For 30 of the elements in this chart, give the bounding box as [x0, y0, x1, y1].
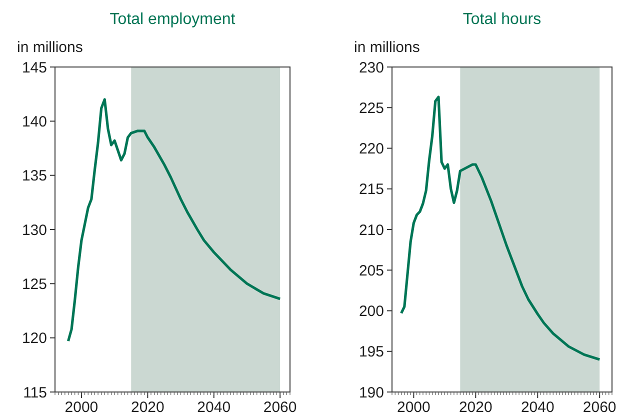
- y-tick-label: 140: [22, 113, 47, 130]
- chart-title: Total employment: [110, 11, 236, 28]
- x-tick-label: 2060: [582, 399, 616, 416]
- y-tick-label: 125: [22, 276, 47, 293]
- y-tick-label: 205: [358, 262, 384, 280]
- x-tick-label: 2060: [263, 399, 297, 416]
- y-tick-label: 120: [22, 330, 47, 348]
- chart-title: Total hours: [462, 11, 542, 28]
- line-series: [400, 96, 601, 361]
- y-axis-title: in millions: [354, 39, 420, 56]
- y-tick-label: 220: [358, 140, 384, 158]
- y-axis-title: in millions: [17, 39, 83, 56]
- x-tick-label: 2000: [397, 399, 430, 416]
- y-tick-label: 190: [358, 384, 384, 402]
- line-series: [66, 98, 282, 342]
- y-tick-label: 135: [22, 168, 47, 185]
- y-tick-label: 215: [358, 181, 384, 198]
- y-tick-label: 130: [22, 222, 47, 239]
- x-tick-label: 2020: [130, 399, 164, 416]
- y-tick-label: 225: [358, 100, 384, 117]
- y-tick-label: 200: [358, 303, 384, 320]
- y-tick-label: 115: [23, 384, 47, 402]
- x-tick-label: 2040: [520, 399, 554, 416]
- y-tick-label: 230: [358, 59, 384, 76]
- y-tick-label: 145: [22, 59, 47, 76]
- x-tick-label: 2000: [64, 399, 98, 416]
- y-tick-label: 195: [358, 344, 384, 361]
- x-tick-label: 2040: [197, 399, 231, 416]
- y-tick-label: 210: [358, 222, 384, 239]
- x-tick-label: 2020: [458, 399, 492, 416]
